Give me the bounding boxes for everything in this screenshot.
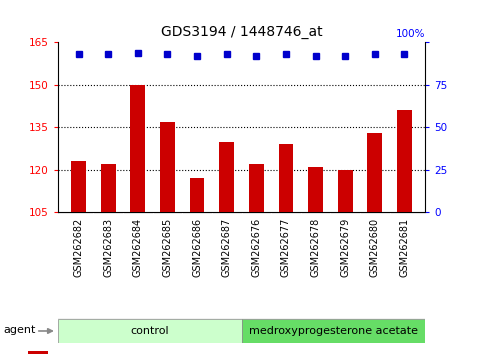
Bar <box>28 351 48 354</box>
Bar <box>71 161 86 212</box>
Bar <box>338 170 353 212</box>
Text: GSM262681: GSM262681 <box>399 218 409 277</box>
Bar <box>58 319 242 343</box>
Bar <box>279 144 293 212</box>
Bar <box>242 319 425 343</box>
Text: GSM262687: GSM262687 <box>222 218 232 277</box>
Text: GSM262678: GSM262678 <box>311 218 321 277</box>
Text: GSM262677: GSM262677 <box>281 218 291 277</box>
Bar <box>160 122 175 212</box>
Bar <box>367 133 382 212</box>
Text: GSM262686: GSM262686 <box>192 218 202 277</box>
Bar <box>308 167 323 212</box>
Text: GSM262683: GSM262683 <box>103 218 114 277</box>
Bar <box>397 110 412 212</box>
Text: GSM262680: GSM262680 <box>369 218 380 277</box>
Text: GSM262685: GSM262685 <box>162 218 172 277</box>
Bar <box>101 164 116 212</box>
Bar <box>249 164 264 212</box>
Text: 100%: 100% <box>396 29 425 39</box>
Text: agent: agent <box>3 325 35 335</box>
Text: GSM262676: GSM262676 <box>251 218 261 277</box>
Text: GSM262682: GSM262682 <box>74 218 84 277</box>
Text: medroxyprogesterone acetate: medroxyprogesterone acetate <box>249 326 418 336</box>
Bar <box>219 142 234 212</box>
Text: GSM262684: GSM262684 <box>133 218 143 277</box>
Text: GDS3194 / 1448746_at: GDS3194 / 1448746_at <box>161 25 322 39</box>
Bar <box>190 178 204 212</box>
Text: GSM262679: GSM262679 <box>340 218 350 277</box>
Bar <box>130 85 145 212</box>
Text: control: control <box>130 326 169 336</box>
